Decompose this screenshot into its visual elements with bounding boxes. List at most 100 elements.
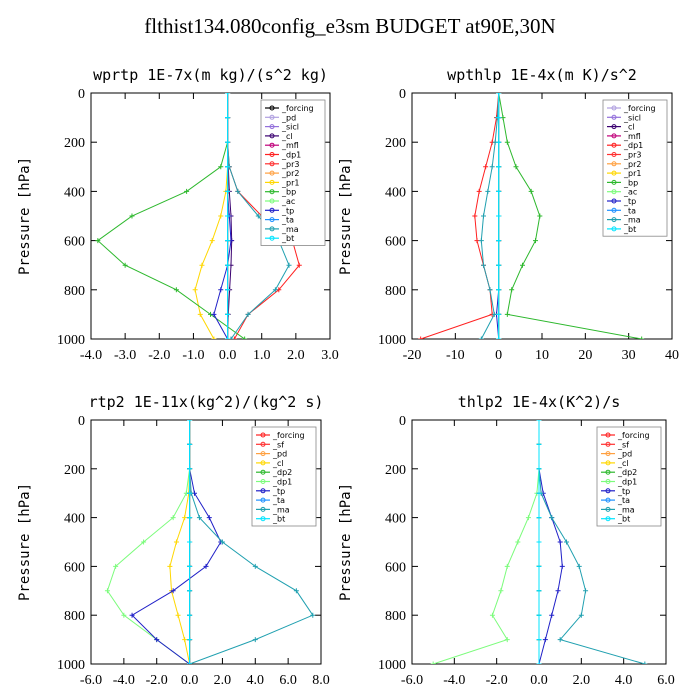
legend-marker — [611, 226, 617, 232]
y-tick-label: 200 — [385, 463, 406, 478]
legend-marker — [605, 506, 611, 512]
series-bt — [187, 420, 193, 664]
chart-panel-2: rtp2 1E-11x(kg^2)/(kg^2 s) Pressure [hPa]… — [17, 393, 330, 688]
legend-label: _tp — [623, 197, 636, 206]
data-point — [487, 287, 493, 293]
data-point — [525, 515, 531, 521]
data-point — [496, 93, 502, 96]
data-point — [187, 466, 193, 472]
data-point — [235, 188, 241, 194]
data-point — [496, 238, 502, 244]
legend-marker — [269, 235, 275, 241]
chart-panel-0: wprtp 1E-7x(m kg)/(s^2 kg) Pressure [hPa]… — [17, 66, 339, 363]
y-tick-label: 200 — [64, 463, 85, 478]
y-tick-label: 800 — [64, 284, 85, 299]
data-point — [293, 588, 299, 594]
x-tick-label: 6.0 — [279, 673, 297, 688]
legend-marker — [605, 432, 611, 438]
legend-label: _bt — [272, 515, 285, 524]
data-point — [564, 539, 570, 545]
data-point — [255, 213, 261, 219]
x-tick-label: 3.0 — [321, 348, 339, 363]
data-point — [639, 336, 645, 339]
data-point — [187, 588, 193, 594]
data-point — [187, 515, 193, 521]
x-tick-label: -20 — [403, 348, 422, 363]
data-point — [187, 563, 193, 569]
legend-box — [602, 99, 668, 237]
data-point — [555, 588, 561, 594]
data-point — [245, 311, 251, 317]
legend-marker — [269, 189, 275, 195]
legend-marker — [269, 179, 275, 185]
legend-label: _dp2 — [272, 468, 292, 477]
series-dp1 — [104, 420, 193, 664]
data-point — [242, 336, 248, 339]
data-point — [474, 238, 480, 244]
y-tick-label: 400 — [385, 185, 406, 200]
legend-marker — [269, 170, 275, 176]
data-point — [472, 213, 478, 219]
legend-label: _pr3 — [623, 151, 641, 160]
legend-label: _dp1 — [623, 141, 643, 150]
legend-label: _dp1 — [617, 478, 637, 487]
y-tick-label: 600 — [385, 235, 406, 250]
data-point — [122, 262, 128, 268]
legend-marker — [269, 133, 275, 139]
panel-title: wpthlp 1E-4x(m K)/s^2 — [447, 66, 637, 84]
y-axis-label: Pressure [hPa] — [17, 483, 33, 601]
legend-label: _pd — [281, 113, 296, 122]
legend-marker — [605, 479, 611, 484]
data-point — [225, 336, 231, 339]
legend-marker — [611, 207, 617, 213]
series-dp1 — [418, 93, 502, 339]
x-tick-label: -3.0 — [114, 348, 136, 363]
data-point — [578, 612, 584, 618]
data-point — [196, 515, 202, 521]
x-tick-label: 6.0 — [657, 673, 675, 688]
legend-label: _bt — [281, 234, 294, 243]
data-point — [485, 188, 491, 194]
data-point — [209, 238, 215, 244]
data-point — [175, 612, 181, 618]
data-point — [536, 466, 542, 472]
data-point — [549, 515, 555, 521]
data-point — [225, 115, 231, 121]
legend-label: _sf — [617, 440, 629, 449]
data-point — [536, 563, 542, 569]
data-point — [218, 213, 224, 219]
data-point — [537, 213, 543, 219]
data-point — [536, 441, 542, 447]
series-bt — [536, 420, 542, 664]
y-tick-label: 0 — [399, 87, 406, 102]
y-tick-label: 0 — [399, 414, 406, 429]
legend-label: _dp1 — [281, 151, 301, 160]
chart-panel-3: thlp2 1E-4x(K^2)/s Pressure [hPa] -6.0 -4.0… — [338, 393, 675, 688]
legend-label: _sicl — [281, 123, 299, 132]
data-point — [225, 238, 231, 244]
data-point — [225, 213, 231, 219]
data-point — [557, 637, 563, 643]
data-point — [95, 238, 101, 244]
data-point — [557, 539, 563, 545]
legend-marker — [260, 460, 266, 466]
data-point — [478, 336, 484, 339]
data-point — [129, 213, 135, 219]
legend-marker — [605, 441, 611, 447]
y-tick-label: 1000 — [57, 658, 85, 673]
legend-marker — [269, 198, 275, 204]
legend-marker — [269, 226, 275, 232]
data-point — [504, 637, 510, 643]
y-tick-label: 800 — [385, 609, 406, 624]
x-tick-label: 1.0 — [253, 348, 271, 363]
legend-label: _ac — [623, 188, 637, 197]
data-point — [113, 563, 119, 569]
legend-label: _pr3 — [281, 160, 299, 169]
series-bt — [496, 93, 502, 339]
data-point — [225, 311, 231, 317]
page-title: flthist134.080config_e3sm BUDGET at90E,3… — [144, 14, 556, 38]
data-point — [498, 588, 504, 594]
legend-label: _pr2 — [623, 160, 641, 169]
legend-marker — [611, 161, 617, 167]
data-point — [173, 539, 179, 545]
